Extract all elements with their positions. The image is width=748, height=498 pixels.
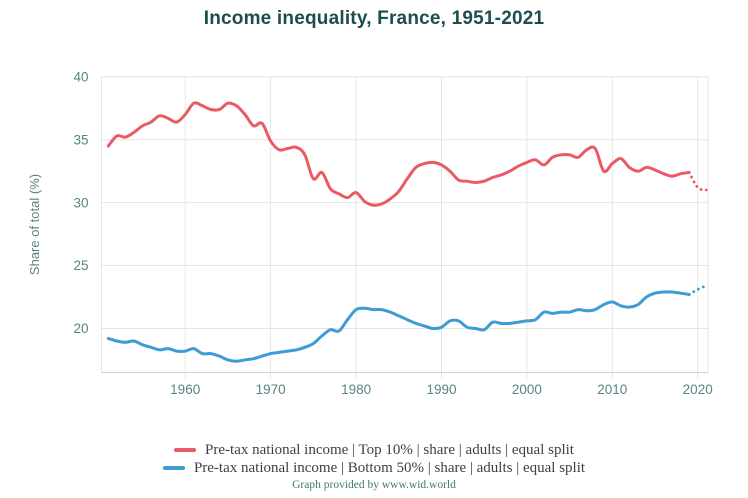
x-tick-label-1960: 1960 xyxy=(170,382,200,397)
chart-title: Income inequality, France, 1951-2021 xyxy=(203,8,545,29)
legend-item-bottom50[interactable]: Pre-tax national income | Bottom 50% | s… xyxy=(162,459,586,477)
legend-item-top10[interactable]: Pre-tax national income | Top 10% | shar… xyxy=(174,441,574,459)
y-tick-label-20: 20 xyxy=(73,321,88,336)
x-tick-label-1980: 1980 xyxy=(341,382,371,397)
x-tick-label-1990: 1990 xyxy=(426,382,456,397)
x-tick-label-2010: 2010 xyxy=(597,382,627,397)
bottom50-line-swatch xyxy=(162,466,185,470)
x-tick-label-2000: 2000 xyxy=(512,382,542,397)
x-tick-label-2020: 2020 xyxy=(683,382,713,397)
y-tick-label-25: 25 xyxy=(73,258,88,273)
legend-label-bottom50: Pre-tax national income | Bottom 50% | s… xyxy=(193,460,586,476)
series-line-top10 xyxy=(106,101,691,207)
x-tick-label-1970: 1970 xyxy=(256,382,286,397)
top10-line-swatch xyxy=(174,448,197,452)
series-line-top10-dotted xyxy=(687,171,708,192)
series-line-bottom50 xyxy=(106,290,691,363)
y-tick-label-30: 30 xyxy=(73,195,88,210)
legend-label-top10: Pre-tax national income | Top 10% | shar… xyxy=(205,442,574,458)
series-line-bottom50-dotted xyxy=(687,284,708,296)
y-tick-label-40: 40 xyxy=(73,70,88,85)
line-chart: 20 25 30 35 40 1960 1970 1980 1990 2000 2010 2020 Sh… xyxy=(27,70,713,398)
attribution-text: Graph provided by www.wid.world xyxy=(292,479,456,491)
y-axis-title: Share of total (%) xyxy=(27,174,42,275)
y-tick-label-35: 35 xyxy=(73,132,88,147)
chart-legend: Pre-tax national income | Top 10% | shar… xyxy=(0,441,748,477)
